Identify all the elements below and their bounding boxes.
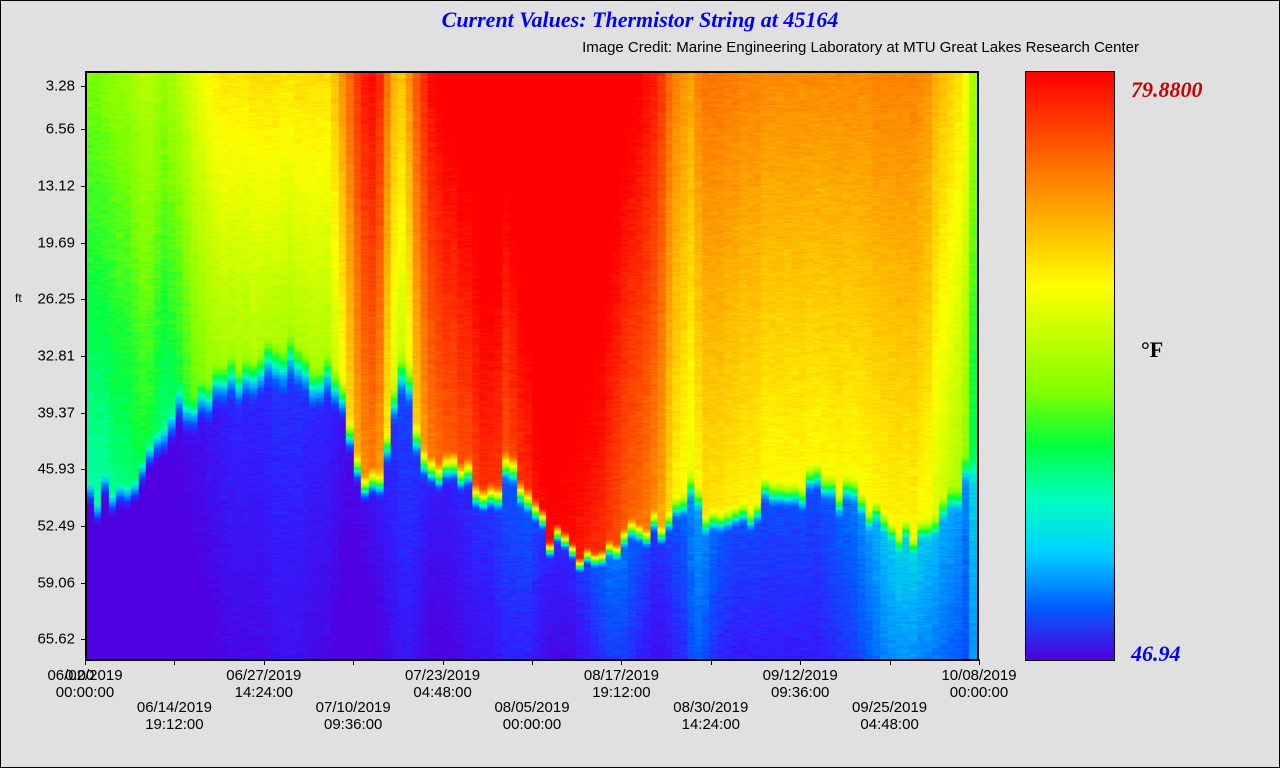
y-tick-label: 19.69 [37, 234, 75, 251]
chart-title: Current Values: Thermistor String at 451… [1, 1, 1279, 33]
heatmap-plot-area [85, 71, 979, 661]
y-tick-label: 59.06 [37, 574, 75, 591]
x-tick-mark [85, 659, 86, 665]
colorbar-max-label: 79.8800 [1131, 77, 1203, 103]
x-tick-mark [711, 659, 712, 665]
x-tick-label: 08/05/201900:00:00 [494, 699, 569, 734]
y-tick-label: 32.81 [37, 347, 75, 364]
x-tick-mark [443, 659, 444, 665]
y-tick-label: 6.56 [46, 121, 75, 138]
x-axis-ticks: 06/02/201900:00:0006/14/201919:12:0006/2… [85, 661, 979, 731]
x-tick-mark [800, 659, 801, 665]
y-tick-label: 13.12 [37, 178, 75, 195]
y-tick-label: 52.49 [37, 517, 75, 534]
x-tick-label: 07/10/201909:36:00 [316, 699, 391, 734]
x-tick-label: 09/12/201909:36:00 [763, 667, 838, 702]
y-tick-label: 45.93 [37, 461, 75, 478]
heatmap-canvas [87, 73, 977, 659]
colorbar-min-label: 46.94 [1131, 641, 1181, 667]
x-tick-mark [264, 659, 265, 665]
image-credit: Image Credit: Marine Engineering Laborat… [1, 33, 1279, 56]
colorbar-unit-label: °F [1141, 337, 1163, 363]
y-tick-label: 39.37 [37, 404, 75, 421]
y-tick-label: 65.62 [37, 631, 75, 648]
x-tick-label: 10/08/201900:00:00 [941, 667, 1016, 702]
x-tick-label: 06/02/201900:00:00 [47, 667, 122, 702]
x-tick-label: 06/27/201914:24:00 [226, 667, 301, 702]
y-tick-label: 26.25 [37, 291, 75, 308]
x-tick-mark [532, 659, 533, 665]
x-tick-mark [979, 659, 980, 665]
x-tick-mark [353, 659, 354, 665]
x-tick-label: 07/23/201904:48:00 [405, 667, 480, 702]
x-tick-mark [621, 659, 622, 665]
y-axis-ticks: 3.28 6.56 13.12 19.69 26.25 32.81 39.37 45.93 52… [1, 71, 81, 661]
x-tick-label: 09/25/201904:48:00 [852, 699, 927, 734]
x-tick-label: 08/30/201914:24:00 [673, 699, 748, 734]
x-tick-label: 06/14/201919:12:00 [137, 699, 212, 734]
x-tick-label: 08/17/201919:12:00 [584, 667, 659, 702]
x-tick-mark [890, 659, 891, 665]
colorbar [1025, 71, 1115, 661]
x-tick-mark [174, 659, 175, 665]
y-tick-label: 3.28 [46, 77, 75, 94]
